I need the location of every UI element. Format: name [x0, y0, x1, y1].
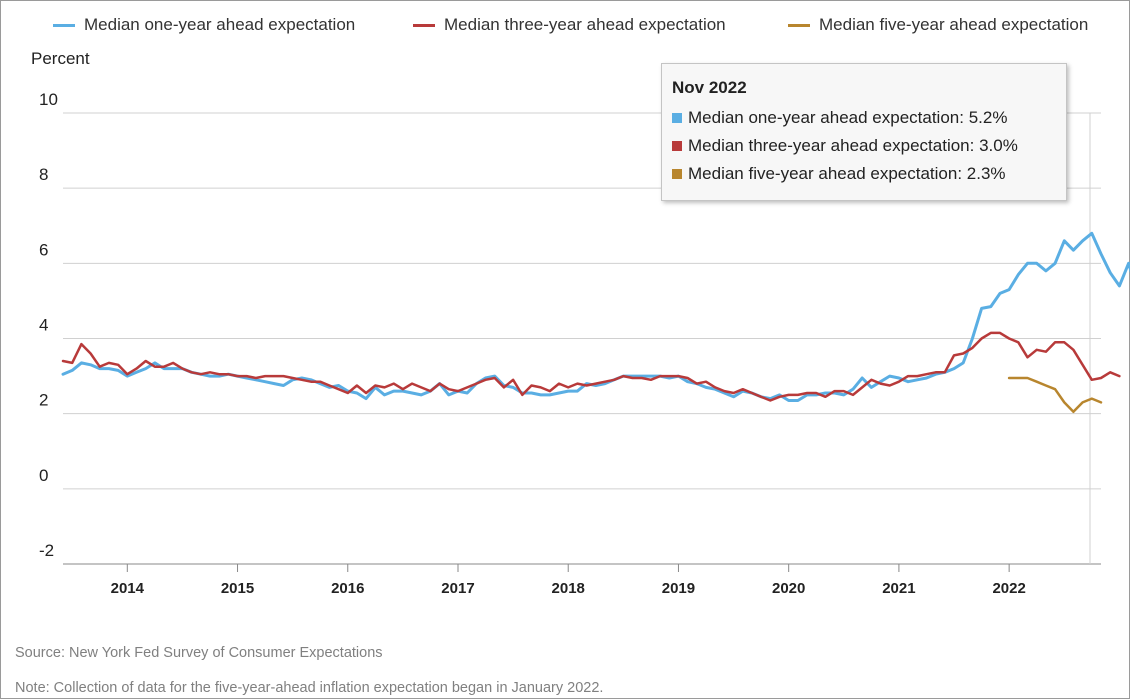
tooltip-row-five-year: Median five-year ahead expectation: 2.3% [672, 160, 1066, 188]
x-tick-label: 2018 [552, 580, 585, 597]
y-tick-label: 10 [39, 90, 58, 109]
x-tick-label: 2015 [221, 580, 254, 597]
y-tick-label: -2 [39, 541, 54, 560]
legend-item-three-year[interactable]: Median three-year ahead expectation [413, 15, 726, 35]
series-line-three-year [61, 331, 1121, 402]
x-tick-label: 2021 [882, 580, 915, 597]
tooltip: Nov 2022 Median one-year ahead expectati… [661, 63, 1067, 201]
tooltip-row-three-year: Median three-year ahead expectation: 3.0… [672, 132, 1066, 160]
x-tick-label: 2014 [111, 580, 145, 597]
x-tick-label: 2019 [662, 580, 695, 597]
legend-swatch-three-year [413, 23, 435, 27]
tooltip-row-one-year: Median one-year ahead expectation: 5.2% [672, 104, 1066, 132]
legend-item-five-year[interactable]: Median five-year ahead expectation [788, 15, 1088, 35]
y-tick-label: 0 [39, 466, 48, 485]
tooltip-label-three-year: Median three-year ahead expectation: 3.0… [688, 136, 1018, 155]
tooltip-swatch-one-year [672, 113, 682, 123]
y-tick-label: 6 [39, 240, 48, 259]
source-note: Source: New York Fed Survey of Consumer … [15, 645, 383, 661]
legend-swatch-one-year [53, 23, 75, 27]
plot-area: -2 0 2 4 6 8 10 2014 2015 2016 2017 2018 2019 2020 202… [39, 90, 1130, 597]
series-line-five-year [1007, 376, 1103, 414]
tooltip-swatch-three-year [672, 141, 682, 151]
legend-swatch-five-year [788, 23, 810, 27]
x-tick-label: 2016 [331, 580, 364, 597]
legend-label-one-year: Median one-year ahead expectation [84, 15, 356, 34]
legend-item-one-year[interactable]: Median one-year ahead expectation [53, 15, 355, 35]
tooltip-swatch-five-year [672, 169, 682, 179]
x-tick-label: 2020 [772, 580, 805, 597]
collection-note: Note: Collection of data for the five-ye… [15, 680, 604, 696]
tooltip-label-one-year: Median one-year ahead expectation: 5.2% [688, 108, 1008, 127]
tooltip-title: Nov 2022 [672, 78, 747, 97]
legend-label-three-year: Median three-year ahead expectation [444, 15, 726, 34]
x-tick-label: 2022 [992, 580, 1025, 597]
y-tick-label: 8 [39, 165, 48, 184]
legend-label-five-year: Median five-year ahead expectation [819, 15, 1089, 34]
tooltip-label-five-year: Median five-year ahead expectation: 2.3% [688, 164, 1006, 183]
x-tick-label: 2017 [441, 580, 474, 597]
y-tick-label: 4 [39, 316, 48, 335]
y-tick-label: 2 [39, 391, 48, 410]
y-axis-title: Percent [31, 49, 90, 68]
legend: Median one-year ahead expectation Median… [1, 15, 1129, 41]
